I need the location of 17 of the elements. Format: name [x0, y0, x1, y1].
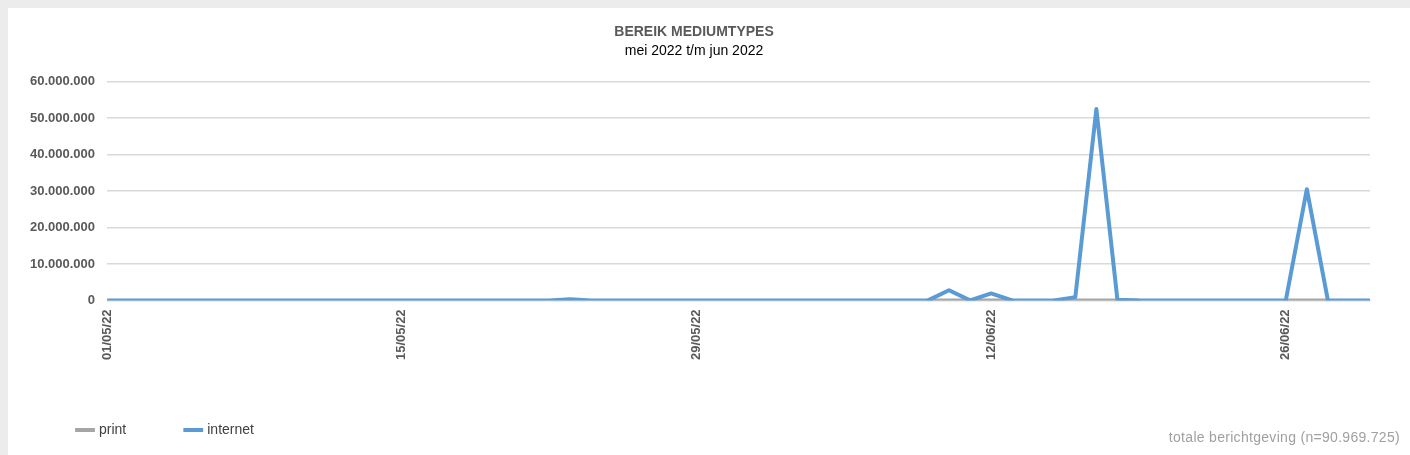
x-tick-label: 29/05/22: [688, 309, 704, 361]
chart-title: BEREIK MEDIUMTYPES: [614, 23, 774, 40]
y-tick-label: 10.000.000: [29, 255, 96, 271]
legend-label: internet: [207, 420, 255, 437]
x-tick-label: 26/06/22: [1277, 309, 1293, 361]
y-tick-label: 20.000.000: [29, 219, 96, 235]
y-tick-label: 30.000.000: [29, 182, 96, 198]
legend-label: print: [99, 420, 127, 437]
y-tick-label: 40.000.000: [29, 146, 96, 162]
x-tick-label: 12/06/22: [982, 309, 998, 361]
y-tick-label: 0: [87, 291, 96, 307]
x-tick-label: 01/05/22: [98, 309, 114, 361]
y-tick-label: 60.000.000: [29, 73, 96, 89]
chart-subtitle: mei 2022 t/m jun 2022: [624, 42, 764, 59]
y-tick-label: 50.000.000: [29, 109, 96, 125]
text: totale berichtgeving (n=90.969.725): [1168, 429, 1400, 445]
x-tick-label: 15/05/22: [393, 309, 409, 361]
